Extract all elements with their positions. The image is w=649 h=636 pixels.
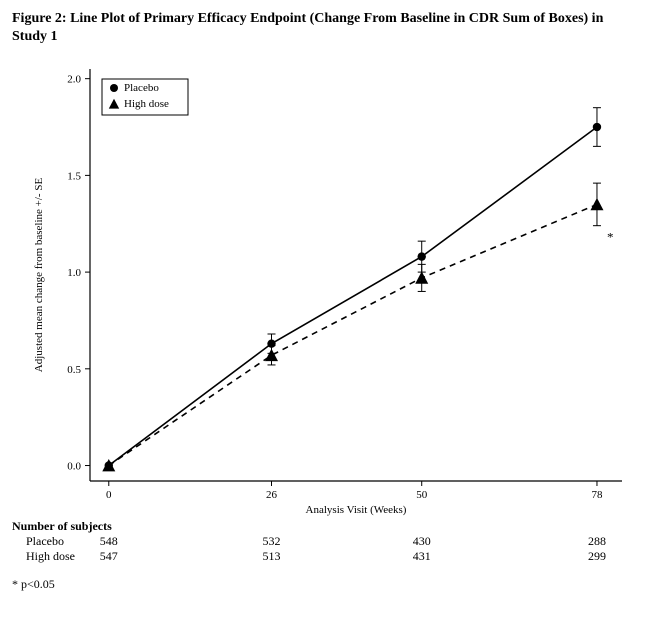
legend: Placebo High dose xyxy=(102,79,188,115)
subjects-table: Number of subjects Placebo548532430288Hi… xyxy=(12,519,637,564)
svg-text:0: 0 xyxy=(106,489,112,501)
chart-container: 0.0 0.5 1.0 1.5 2.0 0 26 50 78 Analysis Visit (We… xyxy=(12,51,637,571)
subjects-value: 299 xyxy=(577,549,617,564)
svg-text:78: 78 xyxy=(591,489,603,501)
figure-page: Figure 2: Line Plot of Primary Efficacy … xyxy=(0,0,649,636)
subjects-value: 430 xyxy=(402,534,442,549)
subjects-value: 431 xyxy=(402,549,442,564)
svg-text:High dose: High dose xyxy=(124,98,169,110)
svg-text:26: 26 xyxy=(266,489,278,501)
svg-text:1.0: 1.0 xyxy=(67,267,81,279)
line-chart: 0.0 0.5 1.0 1.5 2.0 0 26 50 78 Analysis Visit (We… xyxy=(12,51,637,521)
subjects-value: 532 xyxy=(252,534,292,549)
subjects-title: Number of subjects xyxy=(12,519,637,534)
svg-text:Analysis Visit (Weeks): Analysis Visit (Weeks) xyxy=(306,504,407,516)
svg-text:1.5: 1.5 xyxy=(67,170,81,182)
series-placebo xyxy=(105,108,602,470)
svg-text:0.0: 0.0 xyxy=(67,461,81,473)
subjects-value: 548 xyxy=(89,534,129,549)
svg-text:2.0: 2.0 xyxy=(67,74,81,86)
series-high-dose: * xyxy=(102,183,613,471)
svg-text:Adjusted mean change from base: Adjusted mean change from baseline +/- S… xyxy=(33,178,45,373)
svg-text:*: * xyxy=(607,230,614,245)
footnote: * p<0.05 xyxy=(12,577,637,592)
figure-title: Figure 2: Line Plot of Primary Efficacy … xyxy=(12,10,637,45)
subjects-row-label: Placebo xyxy=(26,534,64,549)
subjects-value: 288 xyxy=(577,534,617,549)
subjects-row: High dose 547 513 431 299 xyxy=(12,549,637,564)
svg-text:0.5: 0.5 xyxy=(67,364,81,376)
subjects-value: 513 xyxy=(252,549,292,564)
svg-text:50: 50 xyxy=(416,489,428,501)
subjects-row: Placebo 548 532 430 288 xyxy=(12,534,637,549)
subjects-value: 547 xyxy=(89,549,129,564)
subjects-row-label: High dose xyxy=(26,549,75,564)
svg-text:Placebo: Placebo xyxy=(124,82,159,94)
